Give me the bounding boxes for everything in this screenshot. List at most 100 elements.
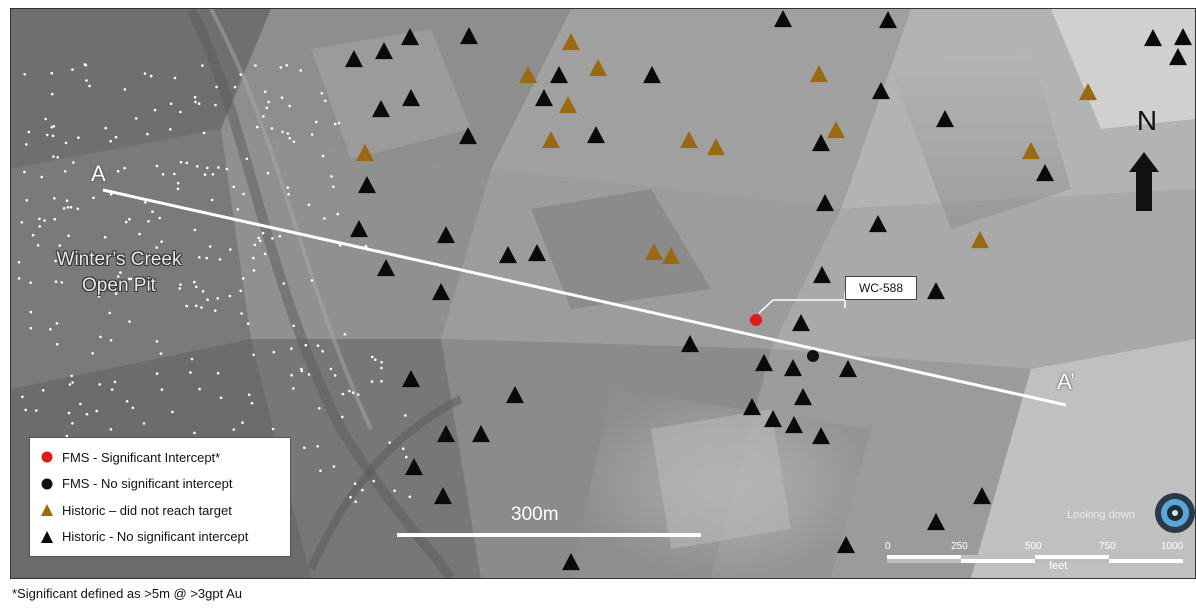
historic-no-significant-triangle-icon[interactable] xyxy=(785,416,803,434)
historic-no-significant-triangle-icon[interactable] xyxy=(1174,28,1192,46)
historic-no-significant-triangle-icon[interactable] xyxy=(973,487,991,505)
historic-no-significant-triangle-icon[interactable] xyxy=(681,335,699,353)
historic-not-reached-triangle-icon[interactable] xyxy=(1079,83,1097,101)
historic-no-significant-triangle-icon[interactable] xyxy=(936,110,954,128)
blast-hole-dot xyxy=(65,199,69,202)
historic-no-significant-triangle-icon[interactable] xyxy=(839,360,857,378)
blast-hole-dot xyxy=(50,71,53,75)
historic-no-significant-triangle-icon[interactable] xyxy=(402,89,420,107)
historic-no-significant-triangle-icon[interactable] xyxy=(1144,29,1162,47)
blast-hole-dot xyxy=(332,185,335,189)
red-circle-icon xyxy=(38,448,56,466)
blast-hole-dot xyxy=(333,122,337,126)
blast-hole-dot xyxy=(149,74,153,78)
historic-no-significant-triangle-icon[interactable] xyxy=(372,100,390,118)
blast-hole-dot xyxy=(88,84,91,88)
historic-no-significant-triangle-icon[interactable] xyxy=(812,427,830,445)
blast-hole-dot xyxy=(103,235,107,239)
blast-hole-dot xyxy=(114,292,118,295)
blast-hole-dot xyxy=(263,90,267,93)
blast-hole-dot xyxy=(29,310,33,314)
historic-no-significant-triangle-icon[interactable] xyxy=(869,215,887,233)
blast-hole-dot xyxy=(23,73,26,76)
historic-not-reached-triangle-icon[interactable] xyxy=(559,96,577,114)
historic-not-reached-triangle-icon[interactable] xyxy=(1022,142,1040,160)
historic-no-significant-triangle-icon[interactable] xyxy=(774,10,792,28)
historic-not-reached-triangle-icon[interactable] xyxy=(827,121,845,139)
historic-no-significant-triangle-icon[interactable] xyxy=(499,246,517,264)
historic-no-significant-triangle-icon[interactable] xyxy=(472,425,490,443)
blast-hole-dot xyxy=(110,388,114,391)
historic-not-reached-triangle-icon[interactable] xyxy=(662,247,680,265)
historic-not-reached-triangle-icon[interactable] xyxy=(589,59,607,77)
historic-no-significant-triangle-icon[interactable] xyxy=(837,536,855,554)
historic-no-significant-triangle-icon[interactable] xyxy=(350,220,368,238)
historic-no-significant-triangle-icon[interactable] xyxy=(743,398,761,416)
historic-no-significant-triangle-icon[interactable] xyxy=(460,27,478,45)
historic-no-significant-triangle-icon[interactable] xyxy=(792,314,810,332)
historic-no-significant-triangle-icon[interactable] xyxy=(1169,48,1187,66)
historic-no-significant-triangle-icon[interactable] xyxy=(755,354,773,372)
historic-no-significant-triangle-icon[interactable] xyxy=(358,176,376,194)
historic-no-significant-triangle-icon[interactable] xyxy=(927,282,945,300)
fms-significant-circle-icon[interactable] xyxy=(750,314,762,326)
historic-no-significant-triangle-icon[interactable] xyxy=(550,66,568,84)
historic-no-significant-triangle-icon[interactable] xyxy=(375,42,393,60)
blast-hole-dot xyxy=(127,277,131,281)
historic-no-significant-triangle-icon[interactable] xyxy=(587,126,605,144)
feet-tick-0: 0 xyxy=(885,541,891,552)
historic-no-significant-triangle-icon[interactable] xyxy=(506,386,524,404)
blast-hole-dot xyxy=(310,279,314,282)
blast-hole-dot xyxy=(36,244,40,247)
blast-hole-dot xyxy=(236,208,240,211)
historic-no-significant-triangle-icon[interactable] xyxy=(643,66,661,84)
historic-no-significant-triangle-icon[interactable] xyxy=(816,194,834,212)
historic-not-reached-triangle-icon[interactable] xyxy=(971,231,989,249)
historic-not-reached-triangle-icon[interactable] xyxy=(645,243,663,261)
historic-no-significant-triangle-icon[interactable] xyxy=(437,425,455,443)
historic-no-significant-triangle-icon[interactable] xyxy=(432,283,450,301)
historic-no-significant-triangle-icon[interactable] xyxy=(535,89,553,107)
historic-no-significant-triangle-icon[interactable] xyxy=(401,28,419,46)
blast-hole-dot xyxy=(148,287,152,290)
blast-hole-dot xyxy=(29,326,33,330)
historic-no-significant-triangle-icon[interactable] xyxy=(1036,164,1054,182)
historic-no-significant-triangle-icon[interactable] xyxy=(794,388,812,406)
blast-hole-dot xyxy=(405,455,408,459)
historic-no-significant-triangle-icon[interactable] xyxy=(402,370,420,388)
historic-not-reached-triangle-icon[interactable] xyxy=(810,65,828,83)
section-start-label: A xyxy=(91,161,106,186)
historic-no-significant-triangle-icon[interactable] xyxy=(459,127,477,145)
historic-no-significant-triangle-icon[interactable] xyxy=(434,487,452,505)
historic-no-significant-triangle-icon[interactable] xyxy=(345,50,363,68)
historic-no-significant-triangle-icon[interactable] xyxy=(879,11,897,29)
blast-hole-dot xyxy=(393,489,396,493)
blast-hole-dot xyxy=(147,220,150,223)
historic-no-significant-triangle-icon[interactable] xyxy=(437,226,455,244)
historic-no-significant-triangle-icon[interactable] xyxy=(927,513,945,531)
historic-no-significant-triangle-icon[interactable] xyxy=(812,134,830,152)
blast-hole-dot xyxy=(113,380,117,384)
historic-no-significant-triangle-icon[interactable] xyxy=(764,410,782,428)
blast-hole-dot xyxy=(21,395,24,399)
historic-not-reached-triangle-icon[interactable] xyxy=(707,138,725,156)
blast-hole-dot xyxy=(370,380,374,383)
historic-no-significant-triangle-icon[interactable] xyxy=(377,259,395,277)
historic-no-significant-triangle-icon[interactable] xyxy=(528,244,546,262)
blast-hole-dot xyxy=(56,156,59,159)
historic-no-significant-triangle-icon[interactable] xyxy=(813,266,831,284)
historic-not-reached-triangle-icon[interactable] xyxy=(356,144,374,162)
blast-hole-dot xyxy=(286,132,290,135)
historic-not-reached-triangle-icon[interactable] xyxy=(542,131,560,149)
historic-not-reached-triangle-icon[interactable] xyxy=(562,33,580,51)
fms-no-significant-circle-icon[interactable] xyxy=(807,350,819,362)
view-mode-label[interactable]: Looking down xyxy=(1067,509,1135,521)
historic-no-significant-triangle-icon[interactable] xyxy=(784,359,802,377)
historic-no-significant-triangle-icon[interactable] xyxy=(405,458,423,476)
historic-not-reached-triangle-icon[interactable] xyxy=(680,131,698,149)
blast-hole-dot xyxy=(232,428,236,431)
blast-hole-dot xyxy=(304,343,308,347)
historic-no-significant-triangle-icon[interactable] xyxy=(872,82,890,100)
historic-not-reached-triangle-icon[interactable] xyxy=(519,66,537,84)
historic-no-significant-triangle-icon[interactable] xyxy=(562,553,580,571)
